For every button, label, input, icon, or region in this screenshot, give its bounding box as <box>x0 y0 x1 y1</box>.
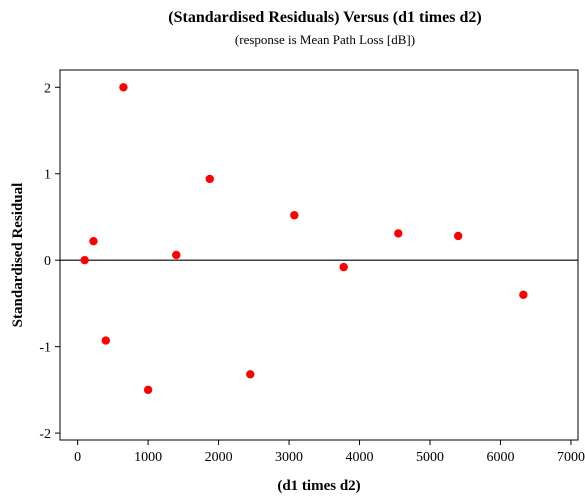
data-point <box>205 174 214 184</box>
data-point <box>453 231 463 241</box>
x-axis-ticks: 0 1000 2000 3000 4000 5000 6000 7000 <box>74 440 585 465</box>
data-point <box>290 211 299 220</box>
x-tick-label: 6000 <box>486 450 514 465</box>
x-tick-label: 0 <box>74 450 81 465</box>
x-tick-label: 3000 <box>275 450 303 465</box>
y-tick-label: -1 <box>39 341 51 356</box>
chart-subtitle: (response is Mean Path Loss [dB]) <box>235 32 415 47</box>
y-tick-label: -2 <box>39 427 51 442</box>
data-point <box>80 255 89 265</box>
chart-title: (Standardised Residuals) Versus (d1 time… <box>168 9 481 26</box>
y-axis-ticks: -2 -1 0 1 2 <box>39 81 60 442</box>
x-tick-label: 5000 <box>416 450 444 465</box>
y-tick-label: 0 <box>44 254 51 269</box>
data-point <box>101 336 111 345</box>
x-tick-label: 2000 <box>205 450 233 465</box>
data-point <box>246 370 255 379</box>
data-point <box>119 83 128 92</box>
x-tick-label: 4000 <box>346 450 374 465</box>
data-points <box>80 83 528 395</box>
x-tick-label: 7000 <box>557 450 585 465</box>
data-point <box>519 290 528 299</box>
x-axis-label: (d1 times d2) <box>277 478 360 494</box>
y-axis-label: Standardised Residual <box>10 183 26 328</box>
data-point <box>339 262 348 272</box>
data-point <box>143 385 153 395</box>
x-tick-label: 1000 <box>134 450 162 465</box>
y-tick-label: 2 <box>44 81 51 96</box>
plot-frame <box>59 69 579 441</box>
data-point <box>172 250 181 260</box>
y-tick-label: 1 <box>44 168 51 183</box>
data-point <box>89 236 98 246</box>
data-point <box>394 229 403 238</box>
